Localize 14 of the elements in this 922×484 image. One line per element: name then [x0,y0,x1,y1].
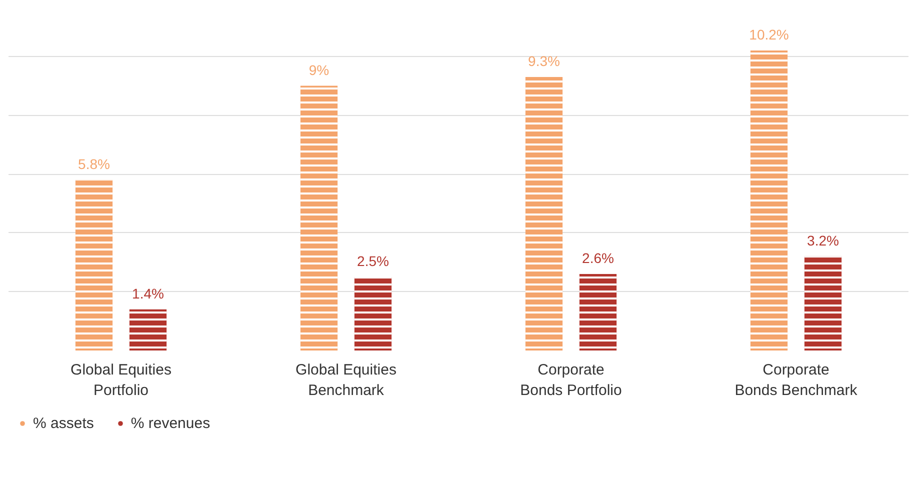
data-label: 2.5% [357,252,389,269]
data-label: 1.4% [132,285,164,302]
data-label: 9.3% [528,52,560,69]
data-label: 10.2% [749,26,789,42]
data-label: 9% [308,62,330,78]
x-tick-label: Corporate Bonds Portfolio [520,362,622,399]
x-tick-label: Global Equities Portfolio [70,362,172,399]
legend-label: % assets [33,414,94,432]
x-tick-label: Corporate Bonds Benchmark [734,362,858,399]
data-label: 2.6% [582,250,614,266]
x-tick-label: Global Equities Benchmark [296,362,396,399]
data-label: 3.2% [807,232,839,248]
data-label: 5.8% [78,156,110,172]
legend-label: % revenues [130,414,210,432]
